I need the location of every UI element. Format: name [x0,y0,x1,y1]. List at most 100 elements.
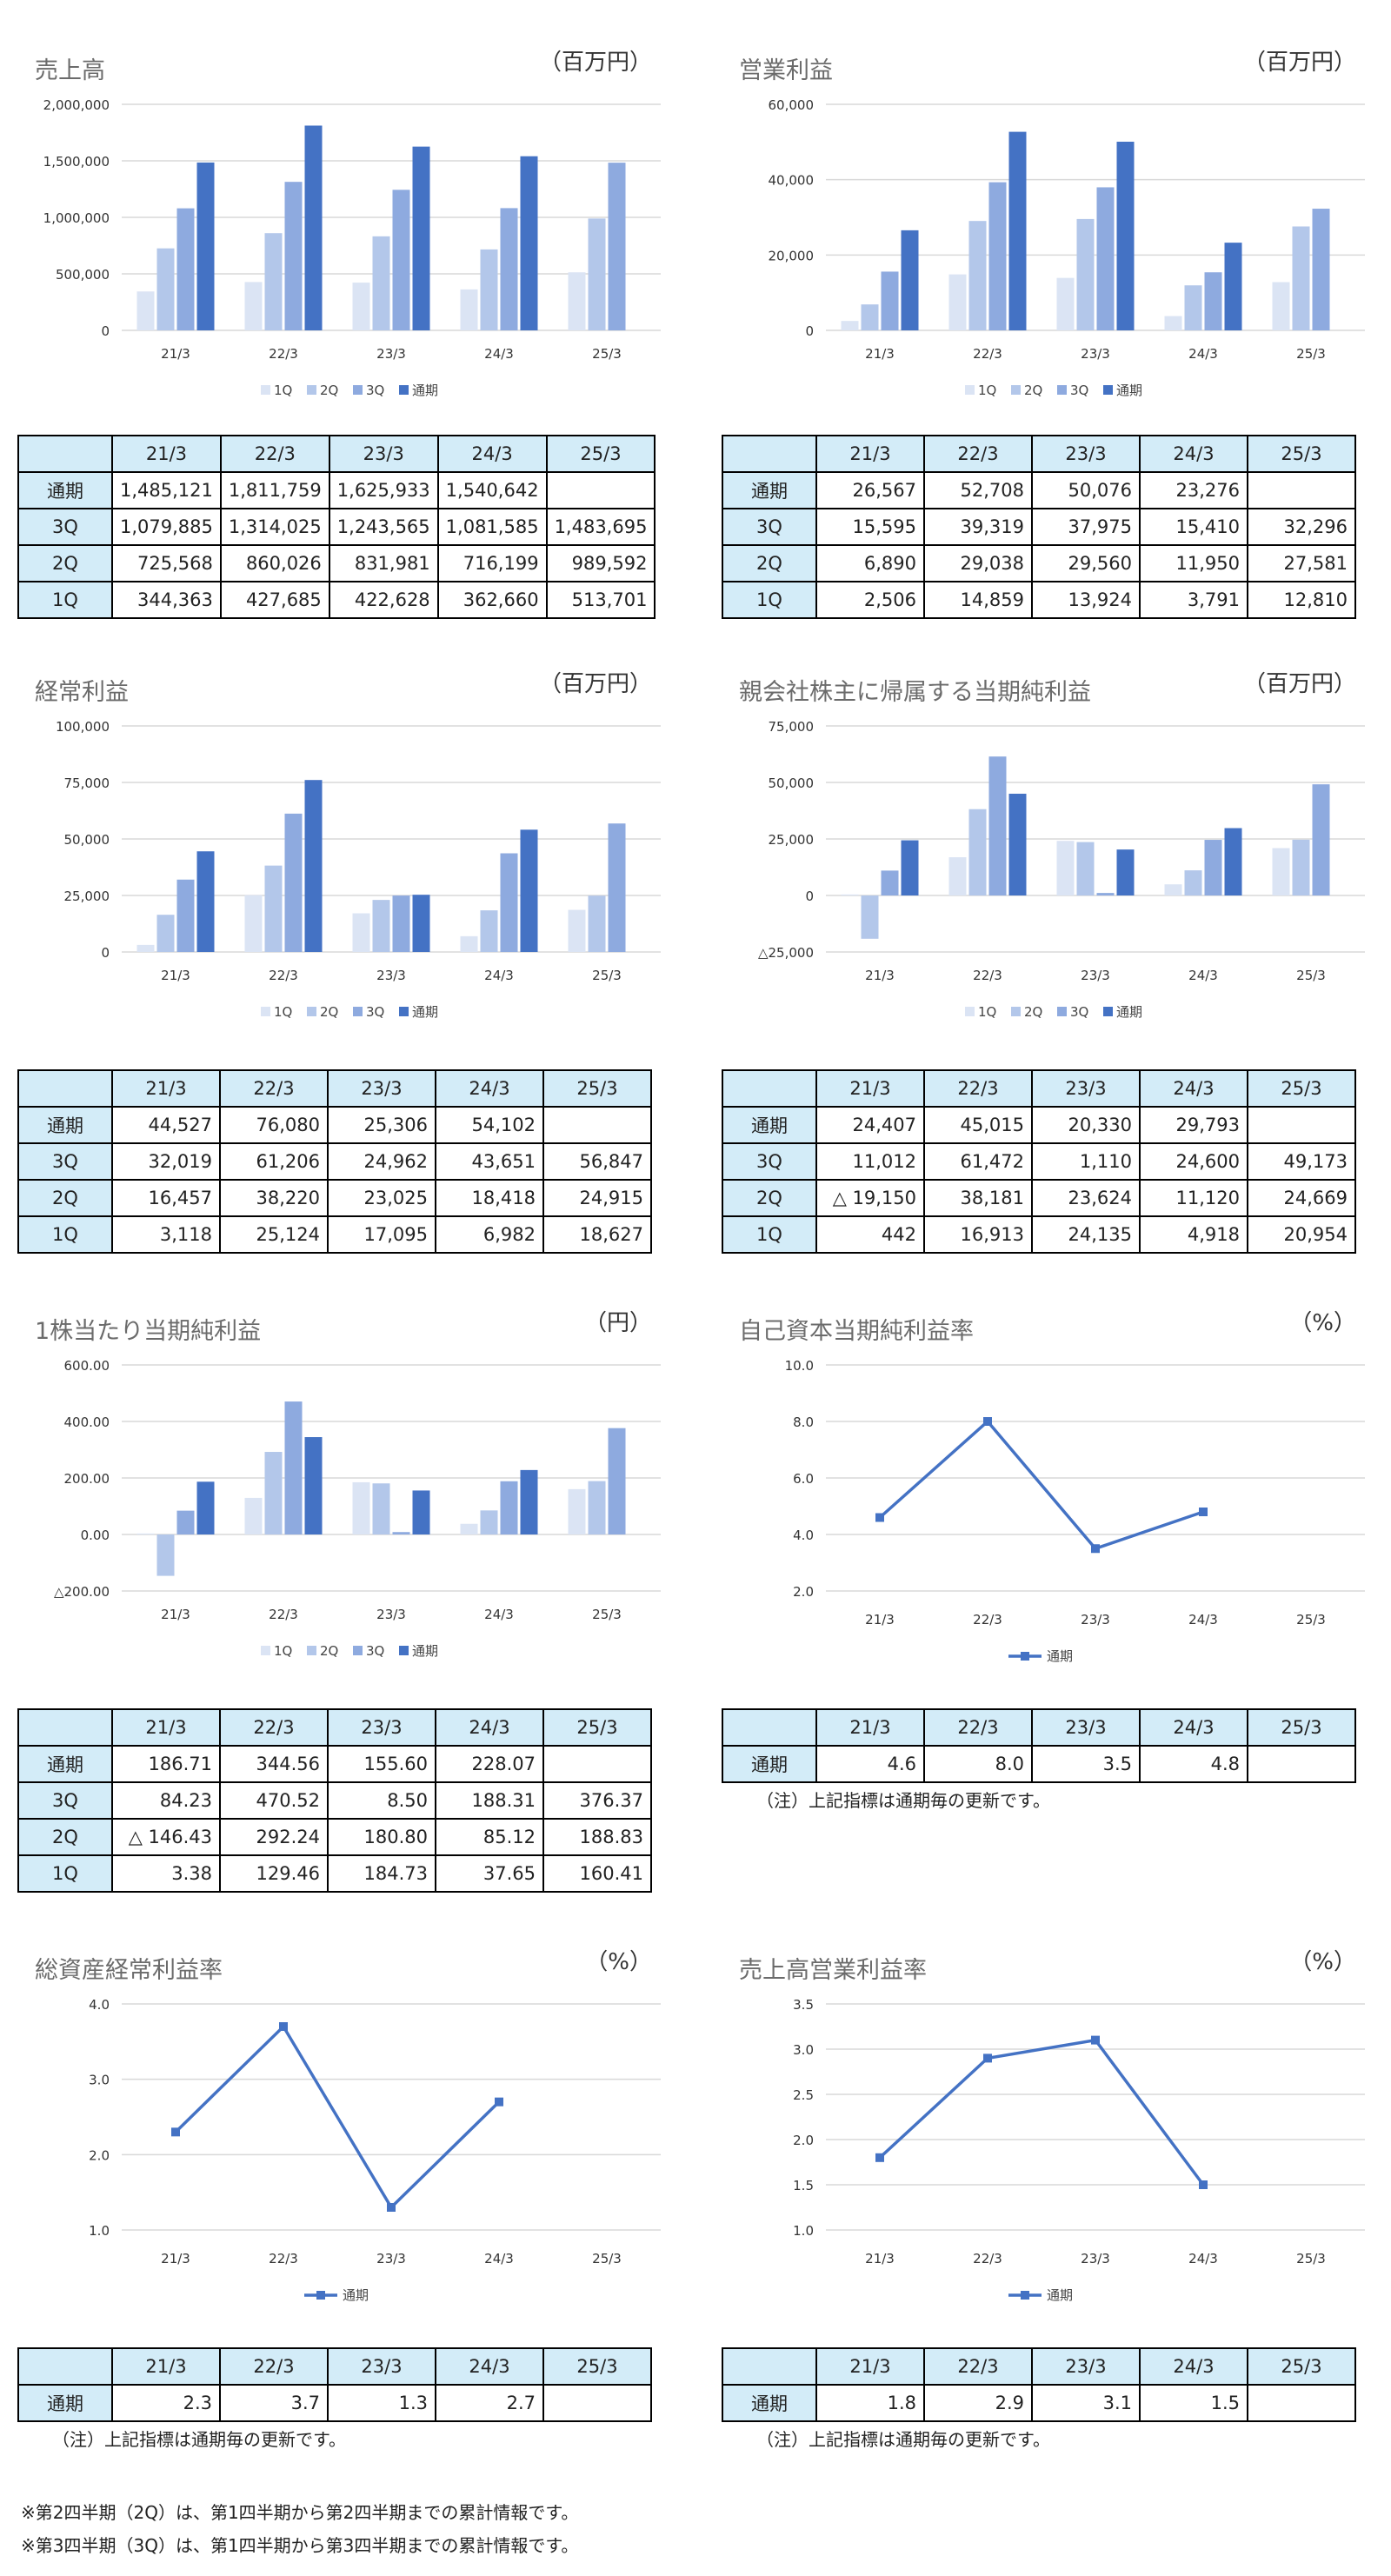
table-cell: 18,418 [435,1179,544,1217]
table-cell: 1,485,121 [111,471,222,509]
table-header-row: 21/3 22/3 23/3 24/3 25/3 [17,2347,652,2386]
x-tick-label: 21/3 [161,346,190,362]
table-cell: 6,890 [815,544,925,582]
table-cell: △ 146.43 [111,1818,221,1856]
table-row: 3Q 84.23 470.52 8.50 188.31 376.37 [17,1781,652,1820]
chart-unit: （百万円） [1242,671,1356,697]
legend-swatch [1103,1007,1113,1016]
table-cell: 860,026 [219,544,330,582]
y-tick-label: 1.0 [89,2223,110,2239]
bar [520,829,538,952]
table-cell: 8.50 [327,1781,436,1820]
annual-note: （注）上記指標は通期毎の更新です。 [756,2429,1050,2450]
table-cell: 15,410 [1139,508,1248,546]
chart-title: 売上高 [35,57,105,84]
bar [244,282,263,330]
table-cell: 29,560 [1031,544,1141,582]
table-corner-cell [722,2347,817,2386]
table-header-cell: 22/3 [923,1708,1033,1747]
y-tick-label: 6.0 [793,1471,814,1487]
table-row: 通期 44,527 76,080 25,306 54,102 [17,1106,652,1144]
data-point [983,1417,992,1426]
roa-chart: 1.0 2.0 3.0 4.0 21/3 22/3 23/3 24/3 25/3 通期 [89,1997,661,2303]
y-tick-label: 4.0 [793,1528,814,1543]
table-cell: 442 [815,1215,925,1254]
legend-label: 通期 [1116,383,1142,398]
table-row: 通期 4.6 8.0 3.5 4.8 [722,1745,1356,1783]
table-row: 通期 26,567 52,708 50,076 23,276 [722,471,1356,509]
table-cell: 38,181 [923,1179,1033,1217]
table-cell: 1,243,565 [328,508,439,546]
table-cell [1247,2384,1356,2422]
table-row-label: 1Q [17,1215,113,1254]
table-header-cell: 24/3 [1139,2347,1248,2386]
table-row-label: 3Q [17,508,113,546]
table-cell: 376.37 [542,1781,652,1820]
y-tick-label: 1.0 [793,2223,814,2239]
table-header-cell: 21/3 [111,435,222,473]
x-tick-label: 22/3 [973,2251,1002,2266]
table-cell: 45,015 [923,1106,1033,1144]
table-cell [542,1106,652,1144]
legend-label: 2Q [1024,383,1042,398]
table-row-label: 3Q [17,1142,113,1181]
table-row-label: 1Q [722,1215,817,1254]
table-cell: 37.65 [435,1854,544,1893]
table-header-cell: 24/3 [435,2347,544,2386]
chart-title: 営業利益 [739,57,833,84]
table-cell: 725,568 [111,544,222,582]
legend-swatch [261,385,270,395]
operating-income-table: 21/3 22/3 23/3 24/3 25/3 通期 26,567 52,708 50,076… [722,435,1356,619]
bar [284,813,303,952]
table-cell: 24,407 [815,1106,925,1144]
bar [176,208,195,330]
table-cell [545,471,656,509]
table-cell: 25,124 [219,1215,329,1254]
table-cell: 17,095 [327,1215,436,1254]
x-tick-label: 23/3 [1081,2251,1110,2266]
data-point [983,2053,992,2063]
chart-title: 経常利益 [35,679,129,706]
x-tick-label: 24/3 [484,1607,514,1622]
table-cell: 3.38 [111,1854,221,1893]
table-cell: 24,915 [542,1179,652,1217]
net-income-table: 21/3 22/3 23/3 24/3 25/3 通期 24,407 45,015 20,330… [722,1069,1356,1254]
table-header-cell: 22/3 [219,1069,329,1108]
x-tick-label: 21/3 [865,2251,895,2266]
table-row: 3Q 15,595 39,319 37,975 15,410 32,296 [722,508,1356,546]
table-cell [1247,471,1356,509]
table-row-label: 2Q [17,1179,113,1217]
legend-marker [1021,1652,1029,1661]
table-cell: 1.8 [815,2384,925,2422]
table-header-cell: 25/3 [1247,1069,1356,1108]
legend-label: 通期 [1047,1648,1073,1664]
table-cell: 129.46 [219,1854,329,1893]
bar [948,274,967,330]
table-header-cell: 21/3 [111,1069,221,1108]
table-cell: 15,595 [815,508,925,546]
bar [988,182,1007,330]
x-tick-label: 23/3 [376,1607,406,1622]
bar [568,909,586,952]
x-tick-label: 25/3 [592,968,622,983]
bar [196,162,215,330]
table-header-cell: 24/3 [436,435,548,473]
table-header-cell: 22/3 [923,1069,1033,1108]
y-tick-label: 2.5 [793,2087,814,2103]
table-corner-cell [722,1069,817,1108]
data-point [495,2097,503,2107]
y-tick-label: △200.00 [54,1584,110,1600]
x-tick-label: 24/3 [484,2251,514,2266]
table-cell: 1,811,759 [219,471,330,509]
x-tick-label: 21/3 [161,1607,190,1622]
sales-table: 21/3 22/3 23/3 24/3 25/3 通期 1,485,121 1,811,759… [17,435,656,619]
table-cell: 24,962 [327,1142,436,1181]
bar [568,1488,586,1534]
legend-swatch [1011,385,1021,395]
bar [352,283,370,330]
table-cell: 23,624 [1031,1179,1141,1217]
series-line [878,1419,1204,1551]
table-row: 2Q △ 19,150 38,181 23,624 11,120 24,669 [722,1179,1356,1217]
table-header-cell: 25/3 [545,435,656,473]
bar [284,182,303,330]
